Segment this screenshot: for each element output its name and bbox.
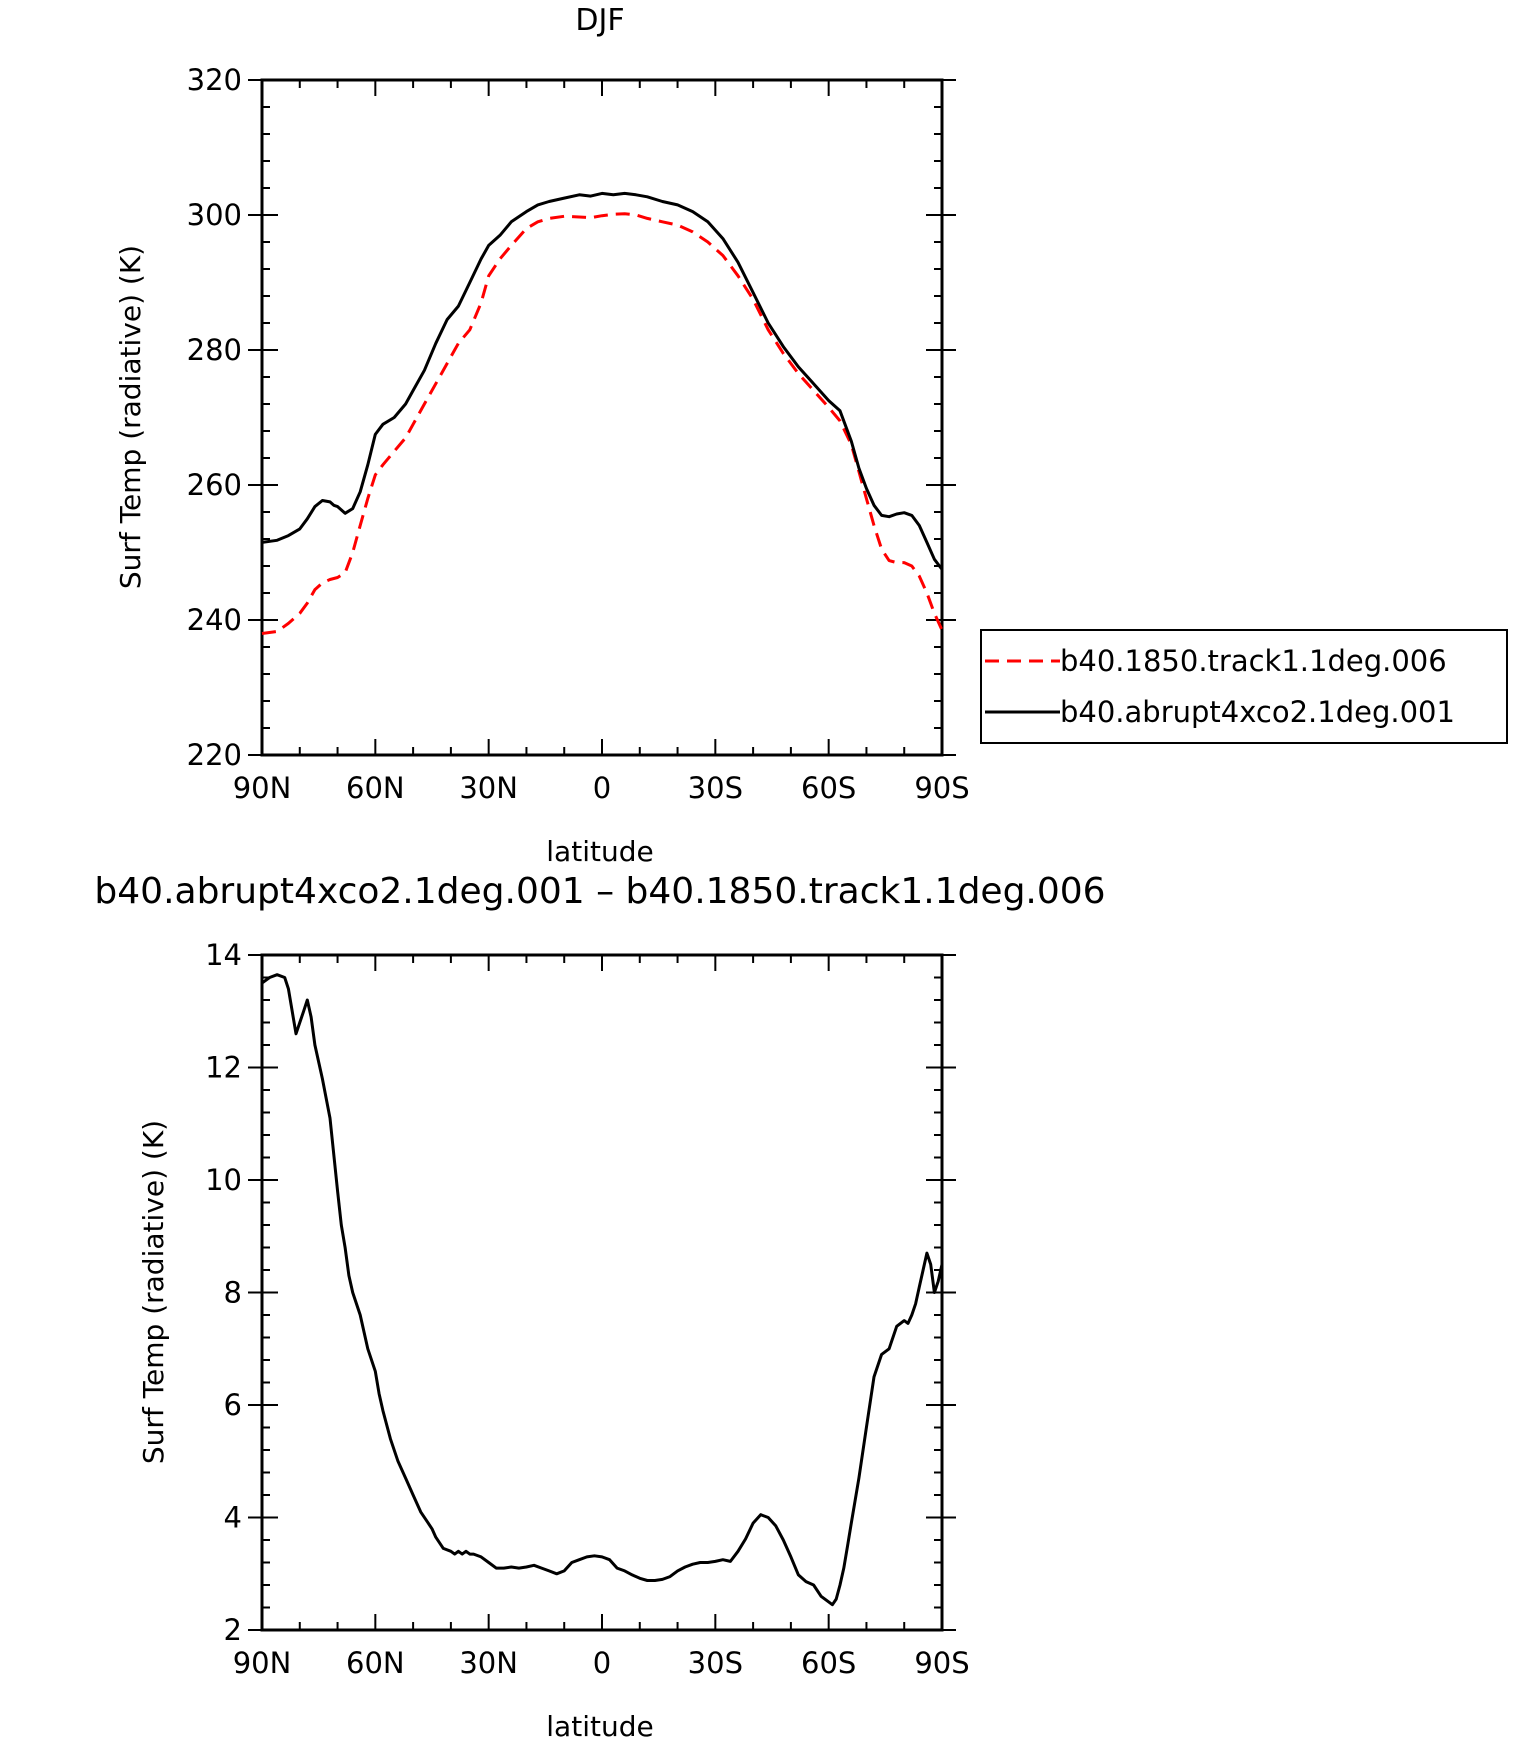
y-axis-label: Surf Temp (radiative) (K) xyxy=(137,1120,170,1464)
legend-entry-1850: b40.1850.track1.1deg.006 xyxy=(1060,644,1447,678)
y-tick-label: 320 xyxy=(187,63,242,97)
x-tick-label: 90S xyxy=(914,771,969,805)
x-tick-label: 60N xyxy=(346,771,405,805)
y-tick-label: 300 xyxy=(187,198,242,232)
x-tick-label: 0 xyxy=(593,1646,611,1680)
chart-title: DJF xyxy=(575,3,624,38)
y-tick-label: 260 xyxy=(187,468,242,502)
x-tick-label: 60S xyxy=(801,771,856,805)
series-line xyxy=(261,212,944,635)
x-tick-label: 30S xyxy=(688,1646,743,1680)
y-tick-label: 10 xyxy=(205,1163,242,1197)
y-tick-label: 220 xyxy=(187,738,242,772)
x-tick-label: 90N xyxy=(233,1646,292,1680)
series-line xyxy=(261,973,944,1607)
y-axis-label: Surf Temp (radiative) (K) xyxy=(114,245,147,589)
y-tick-label: 14 xyxy=(205,938,242,972)
x-tick-label: 30N xyxy=(459,771,518,805)
panel-top: DJF 90N 60N 30N 0 30S 60S 90S 220 240 260 280 300 32… xyxy=(114,3,970,868)
tick-labels: 90N 60N 30N 0 30S 60S 90S 220 240 260 280 300 320 xyxy=(187,63,970,805)
legend: b40.1850.track1.1deg.006 b40.abrupt4xco2… xyxy=(980,629,1508,744)
y-tick-label: 2 xyxy=(224,1613,242,1647)
series-lines xyxy=(261,191,944,635)
x-tick-label: 90N xyxy=(233,771,292,805)
y-tick-label: 240 xyxy=(187,603,242,637)
x-tick-label: 30N xyxy=(459,1646,518,1680)
series-lines xyxy=(261,973,944,1607)
tick-marks xyxy=(248,79,956,756)
tick-labels: 90N 60N 30N 0 30S 60S 90S 2 4 6 8 10 12 14 xyxy=(205,938,970,1680)
y-tick-label: 8 xyxy=(224,1276,242,1310)
x-tick-label: 90S xyxy=(914,1646,969,1680)
chart-title: b40.abrupt4xco2.1deg.001 – b40.1850.trac… xyxy=(94,871,1105,912)
plot-frame xyxy=(260,953,944,1632)
series-line xyxy=(261,191,944,571)
x-tick-label: 60N xyxy=(346,1646,405,1680)
legend-entry-4xco2: b40.abrupt4xco2.1deg.001 xyxy=(1060,695,1455,729)
x-tick-label: 60S xyxy=(801,1646,856,1680)
x-tick-label: 30S xyxy=(688,771,743,805)
tick-marks xyxy=(248,954,956,1631)
y-tick-label: 4 xyxy=(224,1501,242,1535)
panel-bottom: b40.abrupt4xco2.1deg.001 – b40.1850.trac… xyxy=(94,871,1105,1743)
x-axis-label: latitude xyxy=(546,835,653,868)
y-tick-label: 6 xyxy=(224,1388,242,1422)
plot-frame xyxy=(260,78,944,757)
legend-box xyxy=(980,629,1508,744)
x-axis-label: latitude xyxy=(546,1710,653,1743)
x-tick-label: 0 xyxy=(593,771,611,805)
y-tick-label: 280 xyxy=(187,333,242,367)
y-tick-label: 12 xyxy=(205,1051,242,1085)
